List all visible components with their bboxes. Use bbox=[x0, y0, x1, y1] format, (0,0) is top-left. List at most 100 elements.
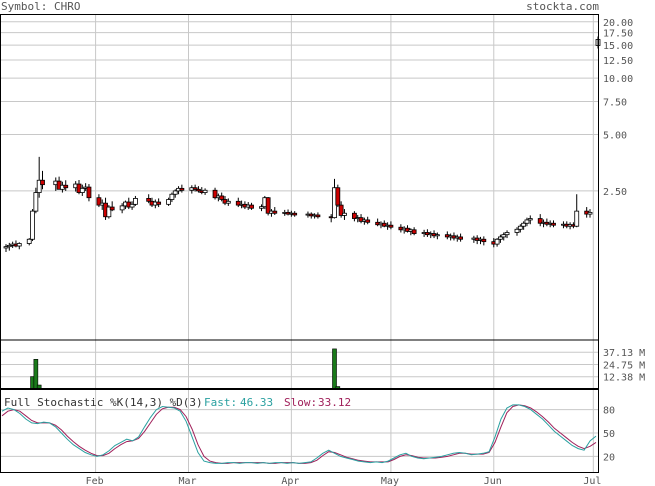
price-candle bbox=[36, 156, 42, 198]
price-candle bbox=[381, 220, 387, 228]
candle-body bbox=[172, 190, 178, 195]
candle-body bbox=[40, 179, 45, 186]
candle-body bbox=[504, 232, 510, 236]
volume-panel bbox=[30, 348, 593, 390]
month-label: May bbox=[381, 476, 399, 486]
price-candle bbox=[342, 209, 347, 220]
volume-tick-label: 37.13 M bbox=[603, 348, 645, 359]
candle-body bbox=[96, 197, 102, 206]
candle-body bbox=[235, 200, 241, 206]
grid bbox=[0, 14, 598, 472]
price-candle bbox=[498, 234, 503, 243]
candle-body bbox=[156, 201, 162, 205]
candle-body bbox=[119, 205, 125, 211]
candle-body bbox=[30, 210, 35, 240]
price-candle bbox=[109, 201, 115, 212]
stochastic-title: Full Stochastic %K(14,3) %D(3) bbox=[4, 396, 203, 409]
price-candle bbox=[79, 184, 85, 196]
volume-bar bbox=[33, 359, 39, 390]
price-candle bbox=[106, 205, 112, 219]
price-candle bbox=[259, 204, 264, 212]
price-candle bbox=[202, 188, 208, 195]
candle-body bbox=[219, 195, 225, 200]
symbol-label: Symbol: CHRO bbox=[1, 0, 81, 13]
price-tick-label: 5.00 bbox=[603, 131, 627, 142]
price-candle bbox=[212, 187, 218, 200]
candle-body bbox=[26, 238, 32, 244]
candle-body bbox=[33, 192, 39, 212]
candle-body bbox=[249, 204, 254, 209]
candle-body bbox=[574, 210, 580, 227]
fast-line bbox=[1, 404, 597, 464]
price-candle bbox=[272, 207, 278, 215]
candle-body bbox=[365, 219, 371, 223]
candle-body bbox=[521, 222, 527, 227]
price-candle bbox=[458, 233, 463, 242]
price-candle bbox=[365, 216, 371, 225]
price-candle bbox=[544, 218, 550, 227]
candle-body bbox=[517, 225, 523, 230]
price-candle bbox=[63, 180, 69, 191]
candle-body bbox=[335, 187, 341, 206]
candle-body bbox=[192, 187, 198, 190]
candle-body bbox=[36, 179, 42, 193]
stochastic-panel: Full Stochastic %K(14,3) %D(3) Fast: 46.… bbox=[1, 396, 597, 464]
price-candle bbox=[166, 197, 171, 206]
price-candle bbox=[86, 184, 92, 202]
price-candle bbox=[451, 232, 457, 241]
price-candle bbox=[514, 227, 520, 236]
price-panel bbox=[3, 36, 601, 252]
price-candle bbox=[431, 230, 437, 239]
price-candle bbox=[481, 236, 487, 246]
candle-body bbox=[265, 197, 271, 214]
price-candle bbox=[219, 192, 225, 202]
price-candle bbox=[225, 198, 231, 206]
price-tick-label: 7.50 bbox=[603, 98, 627, 109]
price-candle bbox=[40, 170, 45, 190]
price-candle bbox=[26, 238, 32, 246]
volume-tick-label: 12.38 M bbox=[603, 373, 645, 384]
price-candle bbox=[129, 201, 135, 210]
candle-body bbox=[501, 234, 507, 238]
fast-value: 46.33 bbox=[240, 396, 273, 409]
candle-body bbox=[458, 236, 463, 240]
candle-body bbox=[434, 234, 440, 237]
candle-body bbox=[587, 211, 593, 215]
month-label: Mar bbox=[179, 476, 197, 486]
price-candle bbox=[494, 238, 500, 247]
price-tick-label: 15.00 bbox=[603, 41, 633, 52]
candle-body bbox=[3, 246, 9, 249]
price-candle bbox=[425, 229, 430, 237]
candle-body bbox=[196, 188, 201, 192]
price-candle bbox=[551, 220, 556, 228]
price-candle bbox=[501, 232, 507, 241]
price-tick-label: 12.50 bbox=[603, 56, 633, 67]
price-candle bbox=[179, 184, 185, 193]
price-candle bbox=[192, 184, 198, 192]
candle-body bbox=[514, 228, 520, 233]
price-candle bbox=[196, 186, 201, 193]
price-candle bbox=[146, 194, 152, 204]
candle-body bbox=[129, 203, 135, 208]
chart-frame bbox=[0, 14, 599, 473]
price-candle bbox=[527, 215, 533, 225]
price-candle bbox=[16, 242, 22, 250]
price-tick-label: 20.00 bbox=[603, 18, 633, 29]
price-candle bbox=[517, 224, 523, 233]
volume-bar bbox=[332, 348, 337, 390]
candle-body bbox=[292, 212, 298, 216]
fast-label: Fast: bbox=[204, 396, 237, 409]
stochastic-tick-label: 50 bbox=[603, 429, 615, 440]
candle-body bbox=[411, 229, 417, 234]
candle-body bbox=[63, 184, 69, 189]
price-candle bbox=[352, 211, 357, 222]
price-candle bbox=[315, 212, 321, 219]
candle-body bbox=[79, 187, 85, 193]
stochastic-tick-label: 80 bbox=[603, 406, 615, 417]
price-candle bbox=[411, 227, 417, 236]
candle-body bbox=[494, 238, 500, 245]
candle-body bbox=[498, 236, 503, 240]
brand-label[interactable]: stockta.com bbox=[526, 0, 599, 13]
price-candle bbox=[292, 211, 298, 217]
